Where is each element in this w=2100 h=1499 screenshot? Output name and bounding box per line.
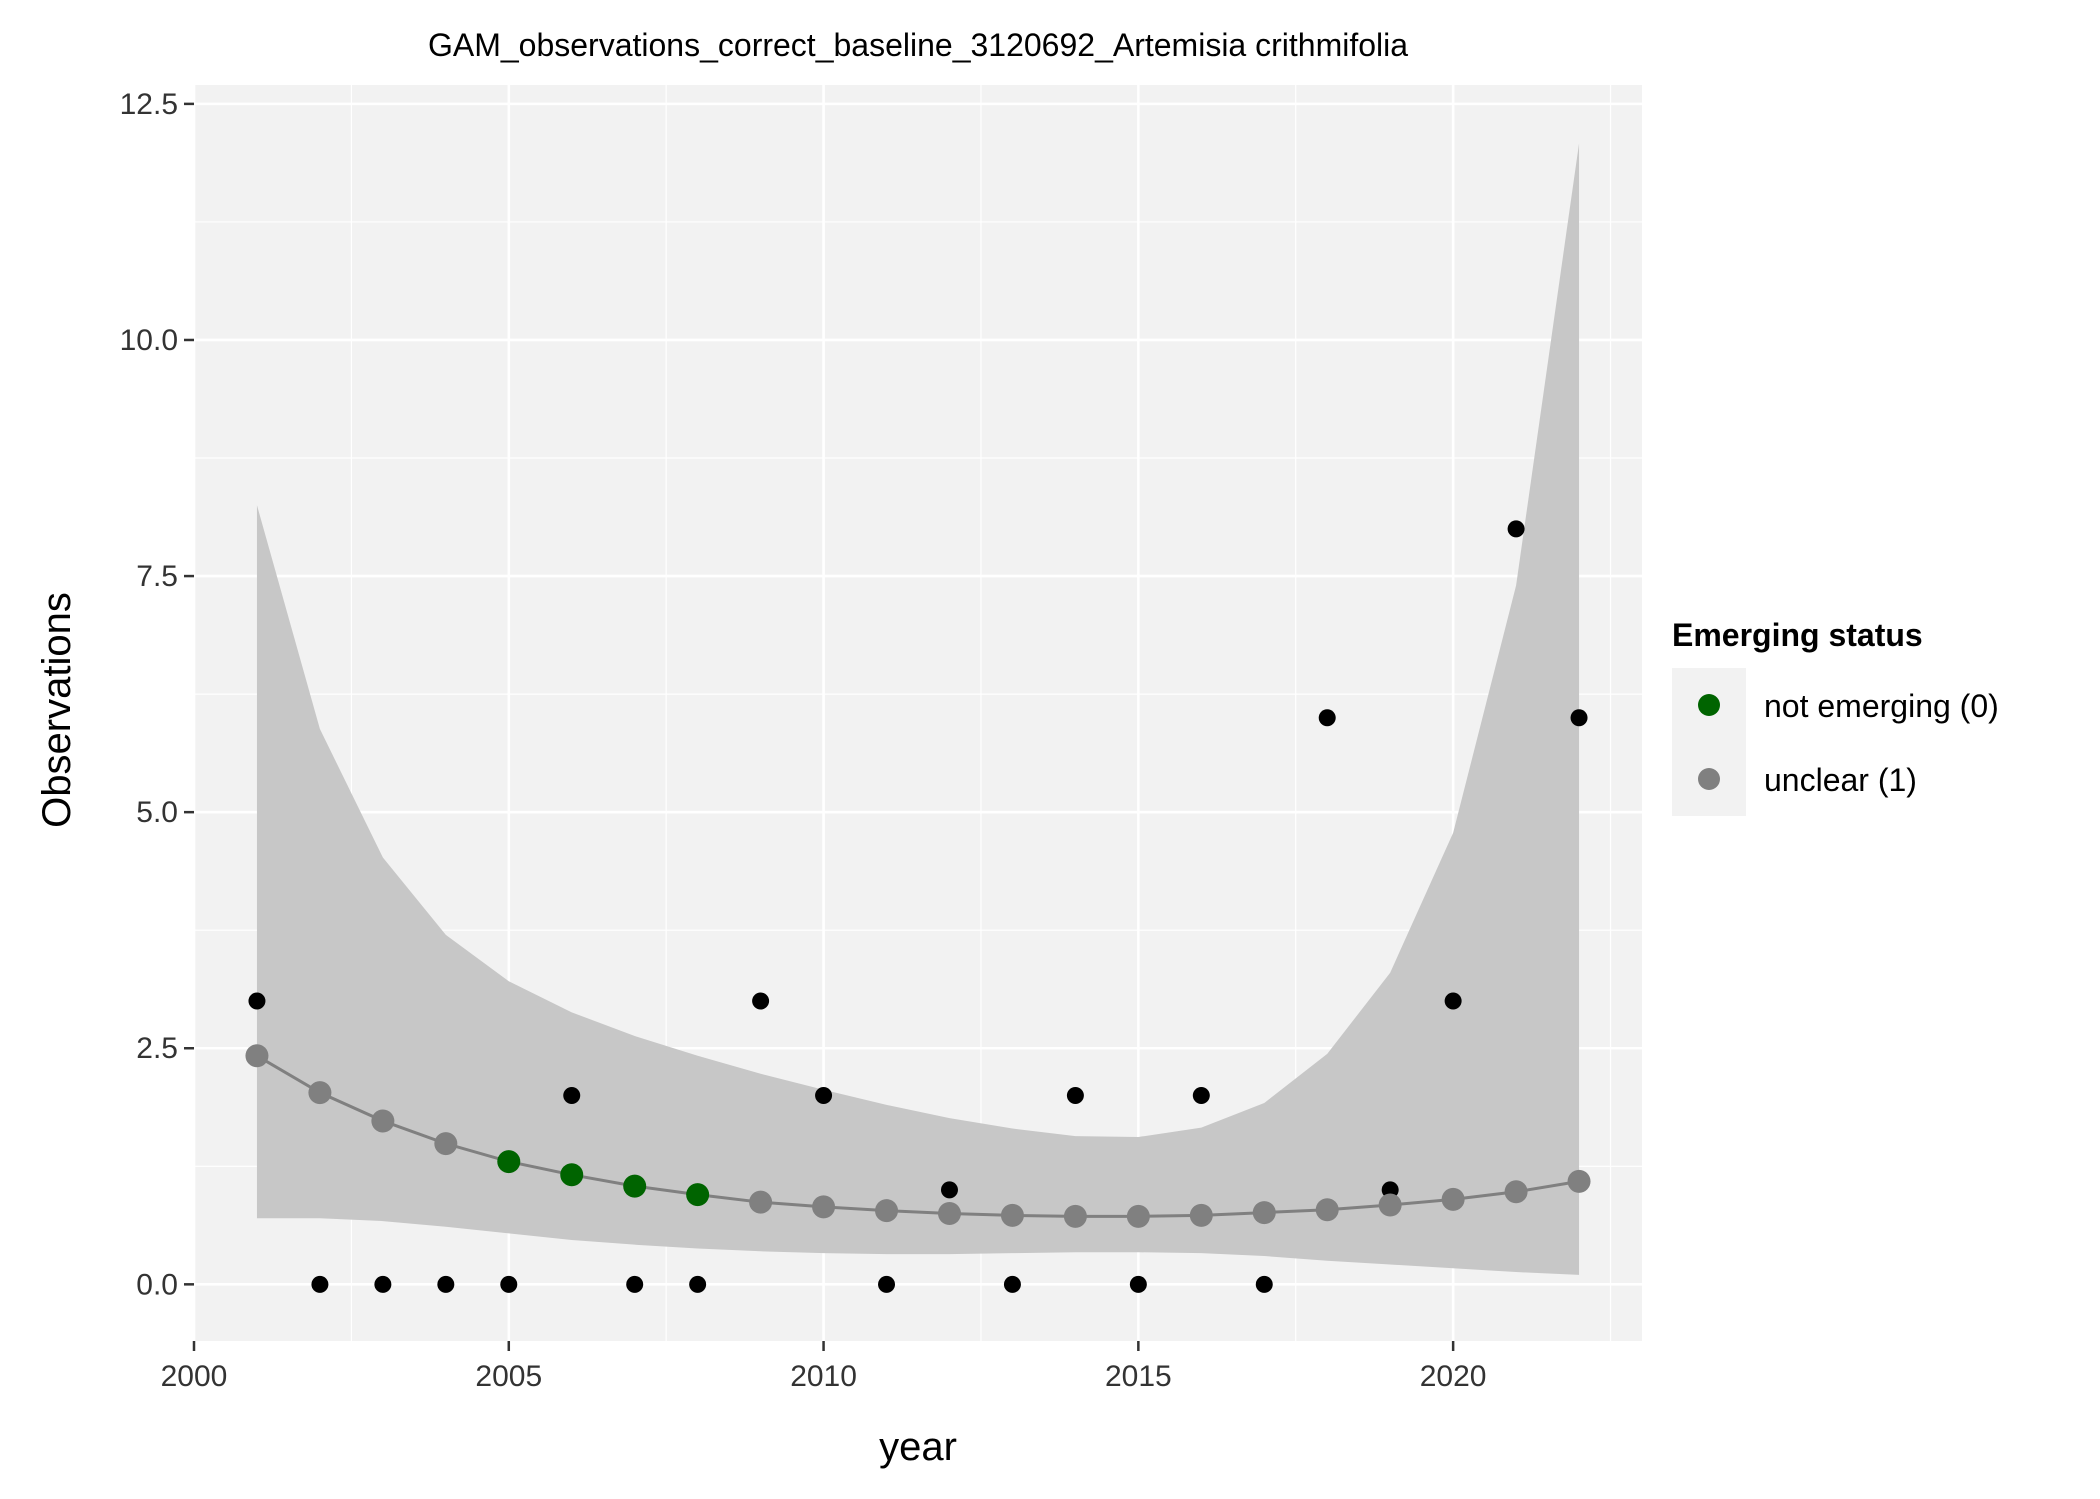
observed-point xyxy=(626,1275,644,1293)
observed-point xyxy=(311,1275,329,1293)
axes: 2000 2005 2010 2015 2020 0.0 2.5 5.0 7.5 10.0 12.5 xyxy=(120,88,1487,1393)
fitted-point xyxy=(371,1109,395,1133)
legend-label-not-emerging: not emerging (0) xyxy=(1764,688,1999,724)
observed-point xyxy=(563,1086,581,1104)
observed-point xyxy=(1066,1086,1084,1104)
x-axis-title: year xyxy=(879,1425,957,1469)
observed-point xyxy=(1192,1086,1210,1104)
fitted-point xyxy=(1441,1187,1465,1211)
observed-point xyxy=(500,1275,518,1293)
fitted-point xyxy=(749,1190,773,1214)
fitted-point xyxy=(434,1132,458,1156)
chart-title: GAM_observations_correct_baseline_312069… xyxy=(428,27,1408,63)
y-tick-label: 10.0 xyxy=(120,324,178,357)
fitted-point xyxy=(686,1183,710,1207)
legend-key-not-emerging xyxy=(1698,694,1720,716)
x-tick-label: 2020 xyxy=(1420,1360,1487,1393)
legend-key-background xyxy=(1672,668,1746,816)
y-axis-title: Observations xyxy=(35,592,79,828)
observed-point xyxy=(1381,1181,1399,1199)
fitted-point xyxy=(497,1150,521,1174)
observed-point xyxy=(1444,992,1462,1010)
y-tick-label: 12.5 xyxy=(120,88,178,121)
fitted-point xyxy=(812,1195,836,1219)
fitted-point xyxy=(1315,1198,1339,1222)
fitted-point xyxy=(1126,1204,1150,1228)
confidence-band xyxy=(256,143,1580,1275)
fitted-point xyxy=(875,1199,899,1223)
observed-point xyxy=(1255,1275,1273,1293)
points-layer xyxy=(245,520,1591,1293)
fitted-point xyxy=(308,1081,332,1105)
fit-line-layer xyxy=(256,1054,1580,1218)
legend-key-unclear xyxy=(1698,768,1720,790)
x-tick-label: 2015 xyxy=(1105,1360,1172,1393)
fitted-point xyxy=(245,1044,269,1068)
observed-point xyxy=(1570,709,1588,727)
fitted-point xyxy=(623,1174,647,1198)
legend-label-unclear: unclear (1) xyxy=(1764,762,1917,798)
observed-point xyxy=(878,1275,896,1293)
x-tick-label: 2000 xyxy=(161,1360,228,1393)
observed-point xyxy=(689,1275,707,1293)
observed-point xyxy=(374,1275,392,1293)
observed-point xyxy=(1129,1275,1147,1293)
legend-title: Emerging status xyxy=(1672,617,1923,653)
observed-point xyxy=(940,1181,958,1199)
x-tick-label: 2005 xyxy=(475,1360,542,1393)
observed-point xyxy=(1507,520,1525,538)
fitted-point xyxy=(1504,1180,1528,1204)
observed-point xyxy=(1318,709,1336,727)
fitted-point xyxy=(937,1202,961,1226)
fitted-point xyxy=(560,1163,584,1187)
fitted-point xyxy=(1252,1201,1276,1225)
fitted-point xyxy=(1000,1203,1024,1227)
observed-point xyxy=(815,1086,833,1104)
y-tick-label: 7.5 xyxy=(136,560,178,593)
observed-point xyxy=(752,992,770,1010)
confidence-ribbon xyxy=(256,143,1580,1275)
observed-point xyxy=(1003,1275,1021,1293)
observed-point xyxy=(437,1275,455,1293)
fitted-point xyxy=(1378,1193,1402,1217)
y-tick-label: 0.0 xyxy=(136,1268,178,1301)
fitted-point xyxy=(1189,1203,1213,1227)
fitted-line xyxy=(256,1054,1580,1218)
legend: Emerging status not emerging (0) unclear… xyxy=(1672,617,1999,816)
fitted-point xyxy=(1063,1204,1087,1228)
fitted-point xyxy=(1567,1169,1591,1193)
y-tick-label: 5.0 xyxy=(136,796,178,829)
x-tick-label: 2010 xyxy=(790,1360,857,1393)
y-tick-label: 2.5 xyxy=(136,1032,178,1065)
observed-point xyxy=(248,992,266,1010)
